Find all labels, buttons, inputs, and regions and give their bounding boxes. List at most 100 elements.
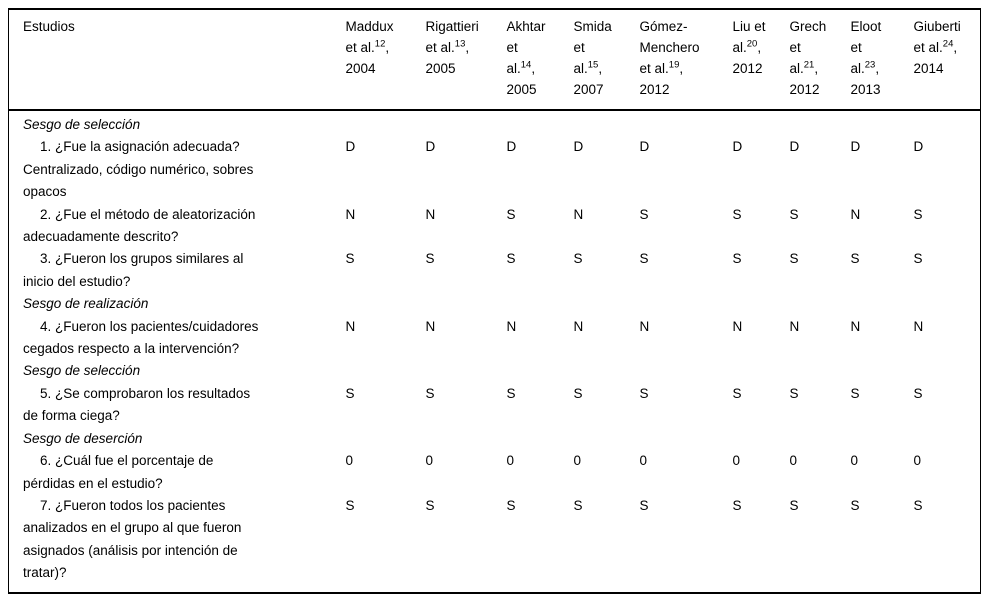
value-cell: N xyxy=(789,318,800,334)
reference-superscript: 12 xyxy=(374,38,386,50)
value-cell: D xyxy=(732,139,743,155)
study-citation-line: al.20, xyxy=(732,38,762,55)
reference-superscript: 24 xyxy=(942,38,954,50)
study-citation-line: Menchero xyxy=(639,40,700,55)
question-row: 7. ¿Fueron todos los pacientes analizados… xyxy=(9,495,981,593)
value-cell: 0 xyxy=(913,453,922,469)
value-cell: S xyxy=(425,385,435,401)
question-label-line: adecuadamente descrito? xyxy=(23,229,179,245)
value-cell: N xyxy=(732,318,743,334)
study-citation-line: al.23, xyxy=(850,59,880,76)
study-citation-line: Gómez- xyxy=(639,19,688,34)
value-cell: S xyxy=(345,251,355,267)
study-citation-line: 2007 xyxy=(573,82,604,97)
question-label: 3. ¿Fueron los grupos similares al inicio… xyxy=(9,248,346,293)
study-citation-line: al.21, xyxy=(789,59,819,76)
study-citation-line: 2012 xyxy=(639,82,670,97)
study-citation-line: 2004 xyxy=(345,61,376,76)
value-cell: D xyxy=(789,139,800,155)
value-cell: S xyxy=(789,206,799,222)
question-label-line: de forma ciega? xyxy=(23,408,120,424)
study-citation-line: 2012 xyxy=(732,61,763,76)
value-cell: D xyxy=(425,139,436,155)
value-cell: N xyxy=(425,206,436,222)
header-cell-study-2: Rigattieri et al.13, 2005 xyxy=(425,9,507,111)
question-row: 4. ¿Fueron los pacientes/cuidadores cegad… xyxy=(9,316,981,361)
value-cell: S xyxy=(573,251,583,267)
header-cell-study-7: Grech et al.21, 2012 xyxy=(789,9,851,111)
question-label-line: cegados respecto a la intervención? xyxy=(23,341,240,357)
section-row: Sesgo de selección xyxy=(9,360,981,382)
header-cell-study-4: Smida et al.15, 2007 xyxy=(573,9,640,111)
study-citation-line: et al.12, xyxy=(345,38,390,55)
value-cell: S xyxy=(425,497,435,513)
value-cell: D xyxy=(345,139,356,155)
value-cell: S xyxy=(345,497,355,513)
question-label-line: 4. ¿Fueron los pacientes/cuidadores xyxy=(40,318,259,334)
value-cell: D xyxy=(913,139,924,155)
value-cell: S xyxy=(639,385,649,401)
value-cell: S xyxy=(506,497,516,513)
value-cell: S xyxy=(732,497,742,513)
reference-superscript: 21 xyxy=(803,59,815,71)
question-row: 6. ¿Cuál fue el porcentaje de pérdidas en… xyxy=(9,450,981,495)
question-row: 1. ¿Fue la asignación adecuada? Centraliz… xyxy=(9,136,981,203)
question-label-line: Centralizado, código numérico, sobres xyxy=(23,161,254,177)
table-header-row: Estudios Maddux et al.12, 2004 Rigattieri et… xyxy=(8,9,981,111)
question-label-line: pérdidas en el estudio? xyxy=(23,475,163,491)
value-cell: S xyxy=(573,497,583,513)
header-cell-study-1: Maddux et al.12, 2004 xyxy=(345,9,426,111)
value-cell: S xyxy=(850,497,860,513)
question-label: 1. ¿Fue la asignación adecuada? Centraliz… xyxy=(9,136,346,203)
study-citation-line: al.14, xyxy=(506,59,536,76)
value-cell: S xyxy=(789,385,799,401)
study-citation-line: 2013 xyxy=(850,82,881,97)
value-cell: 0 xyxy=(850,453,859,469)
value-cell: 0 xyxy=(345,453,354,469)
study-citation-line: Rigattieri xyxy=(425,19,479,34)
value-cell: 0 xyxy=(639,453,648,469)
question-label-line: analizados en el grupo al que fueron xyxy=(23,520,242,536)
question-label: 5. ¿Se comprobaron los resultados de form… xyxy=(9,383,346,428)
header-cell-study-6: Liu et al.20, 2012 xyxy=(732,9,790,111)
study-citation-line: Smida xyxy=(573,19,612,34)
value-cell: N xyxy=(850,206,861,222)
value-cell: S xyxy=(913,206,923,222)
value-cell: 0 xyxy=(425,453,434,469)
question-row: 2. ¿Fue el método de aleatorización adecu… xyxy=(9,204,981,249)
value-cell: N xyxy=(425,318,436,334)
study-citation-line: et xyxy=(789,40,801,55)
value-cell: S xyxy=(639,251,649,267)
question-label-line: inicio del estudio? xyxy=(23,273,131,289)
question-label: 2. ¿Fue el método de aleatorización adecu… xyxy=(9,204,346,249)
study-citation-line: et al.24, xyxy=(913,38,958,55)
study-citation-line: Eloot xyxy=(850,19,882,34)
value-cell: S xyxy=(850,251,860,267)
study-citation-line: 2005 xyxy=(506,82,537,97)
study-citation-line: 2012 xyxy=(789,82,820,97)
reference-superscript: 13 xyxy=(454,38,466,50)
study-citation-line: et xyxy=(506,40,518,55)
value-cell: S xyxy=(573,385,583,401)
value-cell: N xyxy=(345,206,356,222)
question-label-line: 1. ¿Fue la asignación adecuada? xyxy=(40,139,240,155)
value-cell: S xyxy=(639,206,649,222)
value-cell: S xyxy=(732,385,742,401)
table-head: Estudios Maddux et al.12, 2004 Rigattieri et… xyxy=(8,9,981,111)
value-cell: D xyxy=(850,139,861,155)
question-label-line: tratar)? xyxy=(23,565,67,581)
value-cell: S xyxy=(850,385,860,401)
section-label: Sesgo de realización xyxy=(23,296,149,312)
value-cell: S xyxy=(732,251,742,267)
study-citation-line: Liu et xyxy=(732,19,766,34)
question-label-line: asignados (análisis por intención de xyxy=(23,542,238,558)
section-label: Sesgo de deserción xyxy=(23,430,143,446)
value-cell: S xyxy=(789,251,799,267)
study-citation-line: Maddux xyxy=(345,19,394,34)
value-cell: D xyxy=(506,139,517,155)
section-label: Sesgo de selección xyxy=(23,117,141,132)
value-cell: N xyxy=(639,318,650,334)
study-citation-line: Grech xyxy=(789,19,827,34)
value-cell: N xyxy=(573,206,584,222)
